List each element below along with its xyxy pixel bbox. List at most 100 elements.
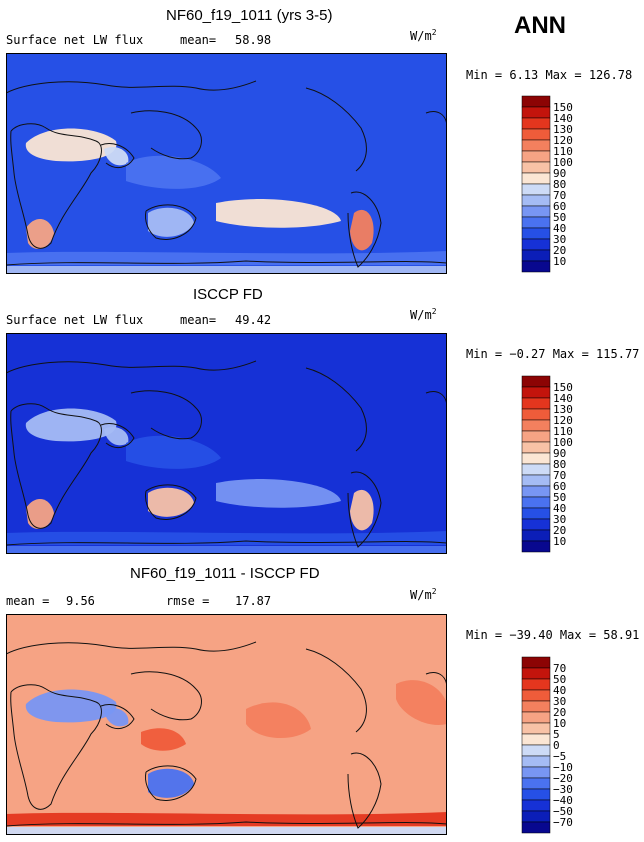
coastline: [10, 123, 102, 249]
map-obs: [6, 333, 447, 554]
map-model-ocean: [6, 53, 447, 274]
panel-2-mean-label: mean=: [180, 313, 217, 327]
field-region: [350, 489, 374, 531]
colorbar-tick-label: 90: [553, 167, 566, 180]
colorbar-swatch: [521, 463, 551, 476]
field-region: [126, 155, 221, 189]
panel-3-rmse-label: rmse =: [166, 594, 210, 608]
coastline: [305, 87, 367, 172]
colorbar-swatch: [521, 161, 551, 174]
coastline: [130, 671, 202, 721]
colorbar-tick-label: 0: [553, 739, 560, 752]
colorbar-swatch: [521, 95, 551, 108]
field-region: [350, 209, 374, 251]
colorbar-tick-label: 100: [553, 436, 573, 449]
coastline: [145, 484, 197, 520]
colorbar-tick-label: 110: [553, 425, 573, 438]
field-region: [216, 479, 341, 508]
field-region: [6, 266, 447, 274]
field-region: [216, 199, 341, 228]
colorbar-swatch: [521, 777, 551, 790]
colorbar-tick-label: 30: [553, 695, 566, 708]
coastline: [347, 471, 382, 548]
panel-1-mean-value: 58.98: [235, 33, 272, 47]
colorbar-swatch: [521, 106, 551, 119]
colorbar-tick-label: 70: [553, 662, 566, 675]
colorbar-swatch: [521, 441, 551, 454]
colorbar-tick-label: −70: [553, 816, 573, 829]
colorbar-tick-label: 120: [553, 414, 573, 427]
coastline: [6, 360, 257, 374]
colorbar-swatch: [521, 430, 551, 443]
map-obs-coastlines: [6, 360, 447, 548]
colorbar-tick-label: 100: [553, 156, 573, 169]
colorbar-swatch: [521, 249, 551, 262]
colorbar-swatch: [521, 755, 551, 768]
map-obs-ocean: [6, 333, 447, 554]
panel-3-rmse-value: 17.87: [235, 594, 272, 608]
colorbar-tick-label: −50: [553, 805, 573, 818]
colorbar-tick-label: 50: [553, 211, 566, 224]
map-model: [6, 53, 447, 274]
field-region: [6, 251, 447, 265]
colorbar-swatch: [521, 194, 551, 207]
colorbar-tick-label: 40: [553, 502, 566, 515]
map-diff-frame: [6, 614, 447, 835]
colorbar-swatch: [521, 722, 551, 735]
colorbar-swatch: [521, 172, 551, 185]
colorbar-tick-label: 40: [553, 684, 566, 697]
map-model-field: [6, 128, 447, 274]
map-model-frame: [6, 53, 447, 274]
coastline: [305, 648, 367, 733]
panel-3-title: NF60_f19_1011 - ISCCP FD: [130, 565, 320, 582]
colorbar-tick-label: 30: [553, 233, 566, 246]
colorbar-tick-label: 70: [553, 189, 566, 202]
colorbar-swatch: [521, 139, 551, 152]
colorbar-tick-label: 20: [553, 706, 566, 719]
field-region: [6, 827, 447, 835]
colorbar-swatch: [521, 507, 551, 520]
colorbar-tick-label: 10: [553, 535, 566, 548]
field-region: [126, 435, 221, 469]
map-diff: [6, 614, 447, 835]
colorbar-swatch: [521, 128, 551, 141]
field-region: [104, 426, 129, 446]
colorbar-swatch: [521, 788, 551, 801]
colorbar-swatch: [521, 183, 551, 196]
coastline: [347, 752, 382, 829]
colorbar-tick-label: 150: [553, 381, 573, 394]
panel-1-title: NF60_f19_1011 (yrs 3-5): [166, 7, 333, 24]
colorbar-swatch: [521, 227, 551, 240]
colorbar-tick-label: 150: [553, 101, 573, 114]
field-region: [26, 498, 54, 529]
colorbar-swatch: [521, 529, 551, 542]
field-region: [246, 702, 311, 739]
colorbar-swatch: [521, 821, 551, 834]
field-region: [25, 128, 117, 162]
colorbar-swatch: [521, 150, 551, 163]
colorbar-tick-label: 80: [553, 458, 566, 471]
coastline: [6, 540, 447, 546]
colorbar-swatch: [521, 711, 551, 724]
colorbar-swatch: [521, 733, 551, 746]
field-region: [396, 680, 447, 725]
field-region: [25, 408, 117, 442]
colorbar-tick-label: −20: [553, 772, 573, 785]
field-region: [6, 531, 447, 545]
map-obs-field: [6, 408, 447, 554]
colorbar-tick-label: 50: [553, 491, 566, 504]
coastline: [145, 204, 197, 240]
field-region: [148, 487, 194, 517]
colorbar-tick-label: 20: [553, 524, 566, 537]
colorbar-swatch: [521, 205, 551, 218]
colorbar-swatch: [521, 474, 551, 487]
coastline: [100, 704, 135, 730]
panel-3-mean-value: 9.56: [66, 594, 95, 608]
panel-3-range: Min = −39.40 Max = 58.91: [466, 628, 640, 642]
panel-2-mean-value: 49.42: [235, 313, 272, 327]
panel-3-units: W/m2: [410, 587, 437, 602]
coastline: [6, 821, 447, 827]
colorbar-swatch: [521, 216, 551, 229]
field-region: [25, 689, 117, 723]
colorbar-swatch: [521, 766, 551, 779]
